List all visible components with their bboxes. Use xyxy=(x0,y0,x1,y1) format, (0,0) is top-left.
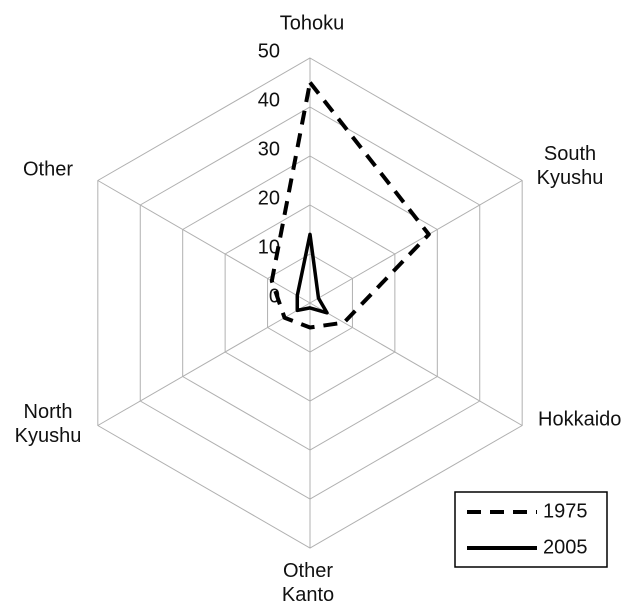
tick-label: 40 xyxy=(258,89,280,111)
series-line xyxy=(295,232,329,315)
tick-label: 0 xyxy=(269,285,280,307)
axis-spoke xyxy=(309,302,523,426)
axis-spoke xyxy=(97,180,311,304)
axis-spoke xyxy=(97,302,311,426)
legend-label: 2005 xyxy=(543,536,588,558)
category-label: Tohoku xyxy=(280,12,345,34)
tick-label: 30 xyxy=(258,138,280,160)
tick-label: 50 xyxy=(258,40,280,62)
tick-label: 20 xyxy=(258,187,280,209)
category-label: Hokkaido xyxy=(538,408,621,430)
legend-label: 1975 xyxy=(543,500,588,522)
category-label: South Kyushu xyxy=(537,143,604,189)
category-label: North Kyushu xyxy=(15,401,82,447)
category-label: Other xyxy=(23,158,73,180)
tick-label: 10 xyxy=(258,236,280,258)
axis-spoke xyxy=(309,180,523,304)
category-label: Other Kanto xyxy=(282,560,334,606)
series-line xyxy=(269,80,431,330)
legend-box xyxy=(454,491,608,568)
